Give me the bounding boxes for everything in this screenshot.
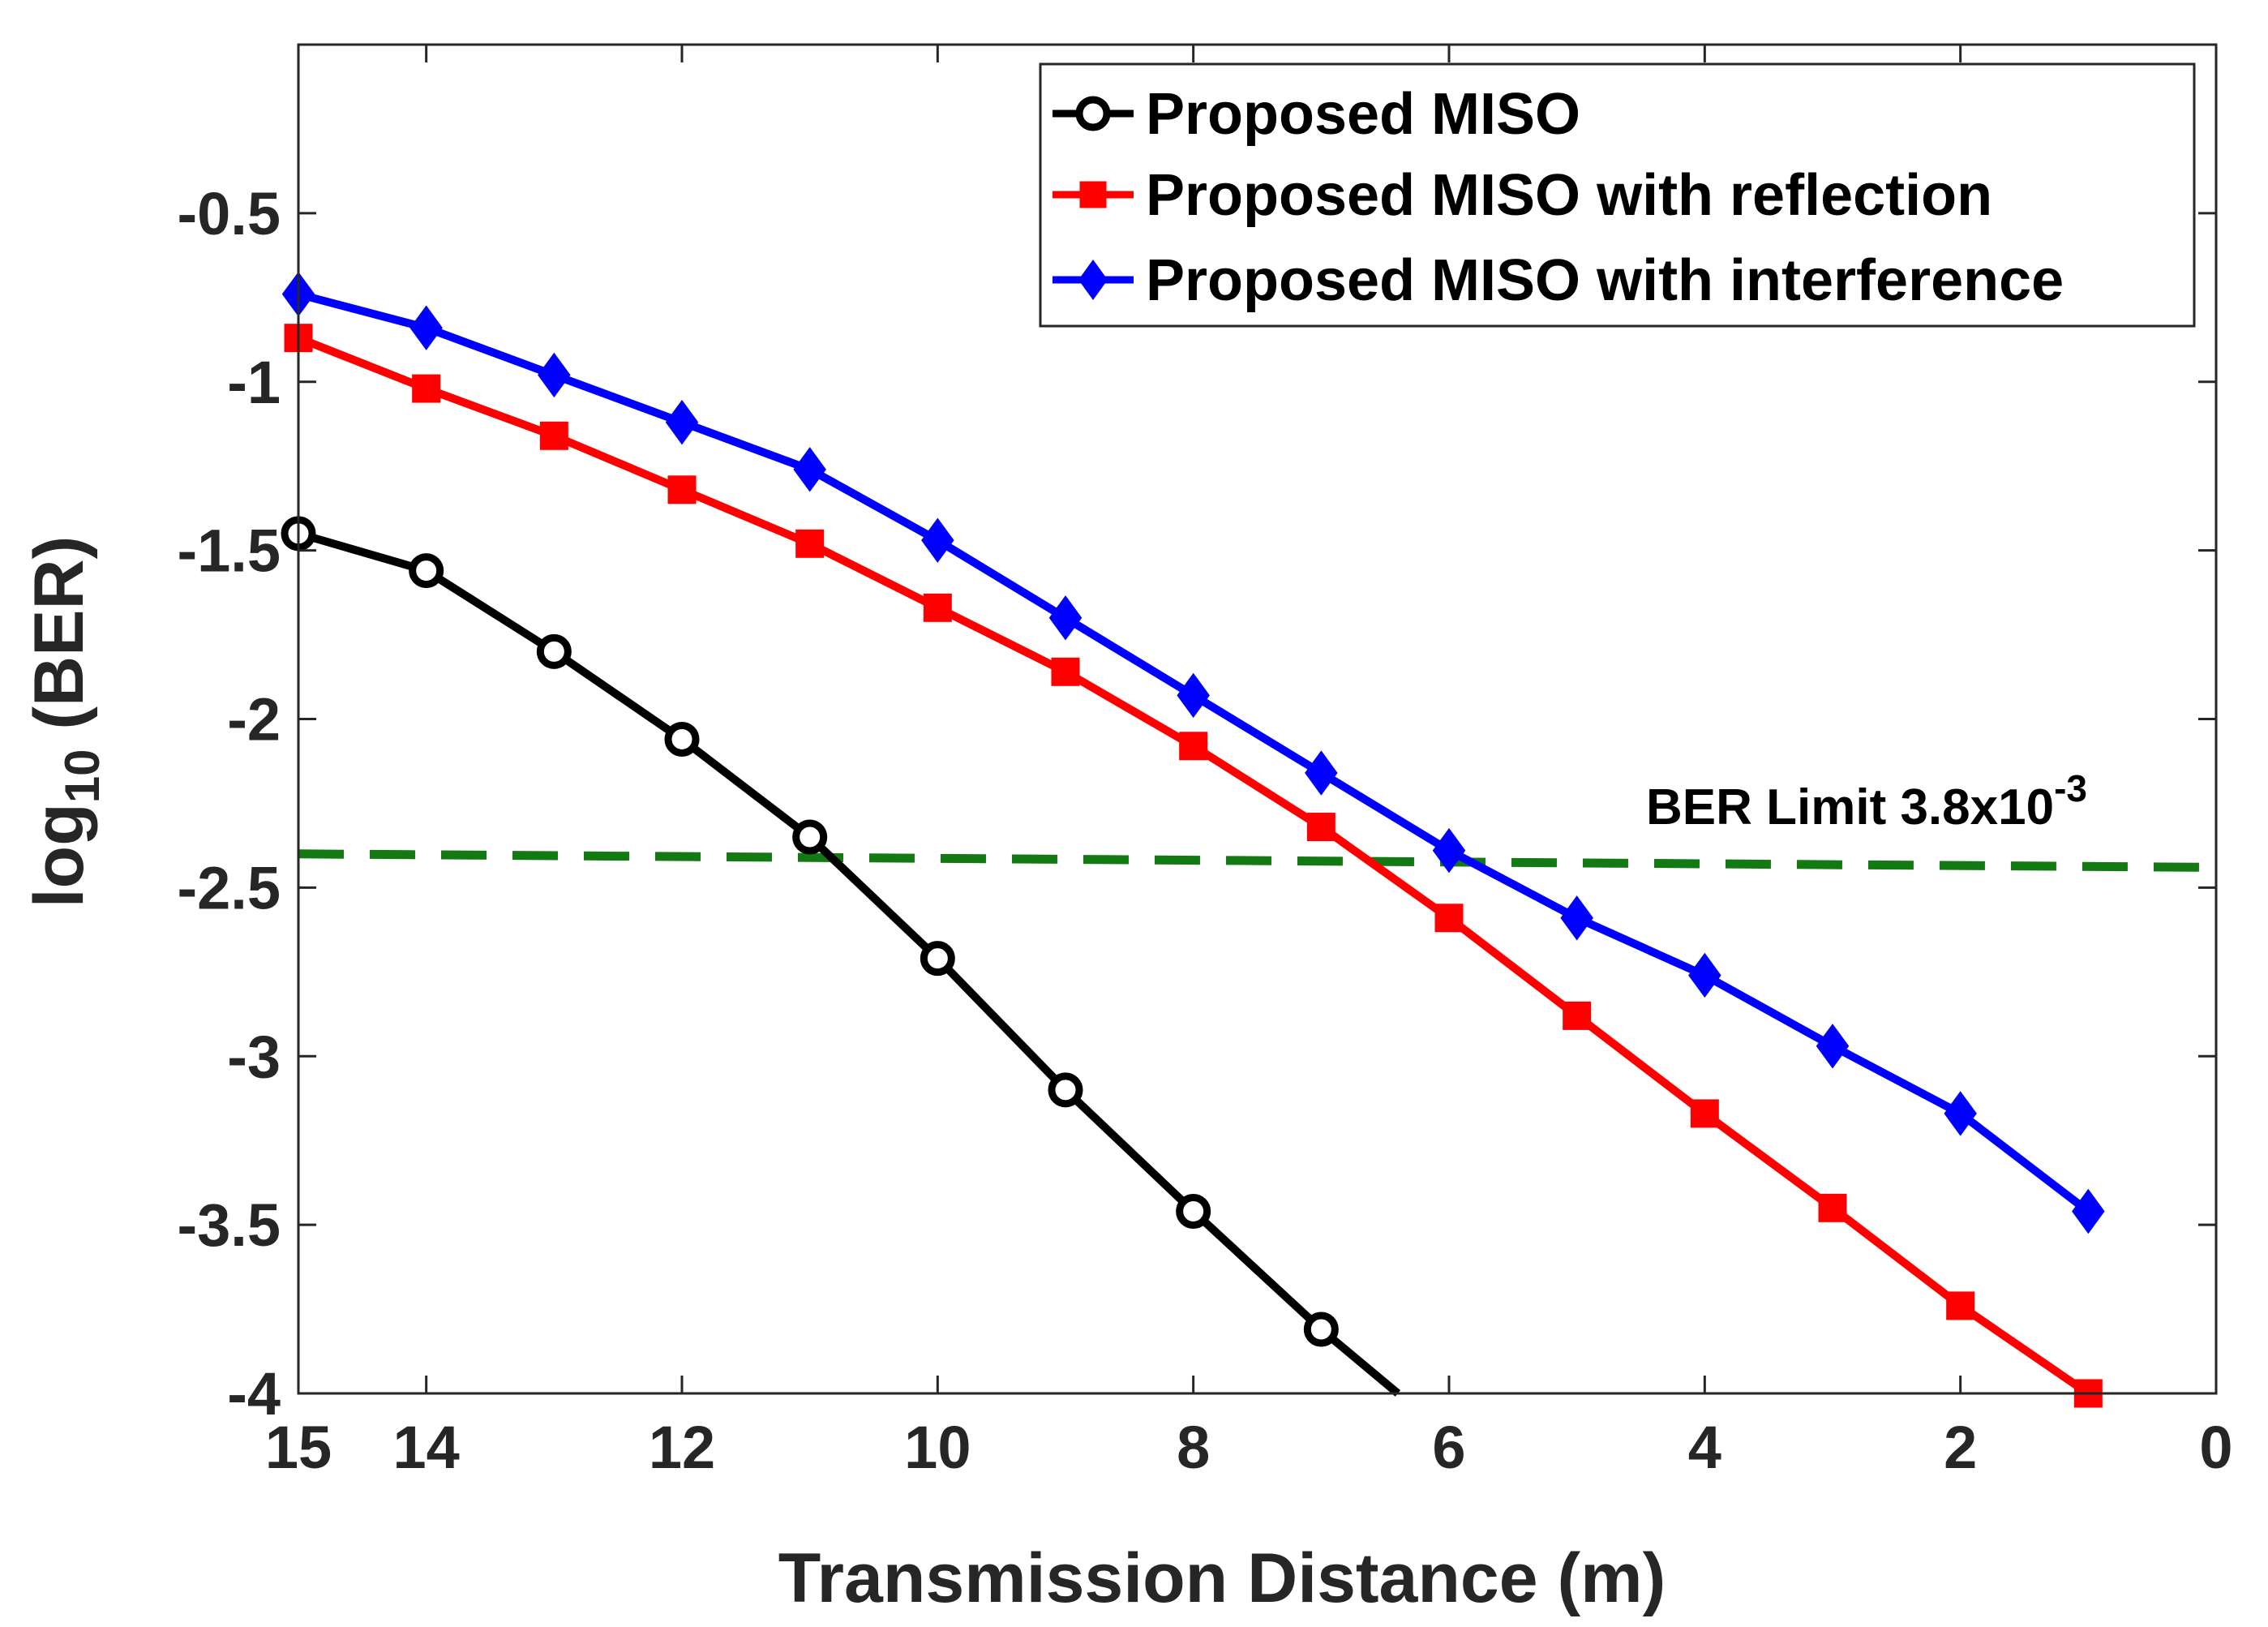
legend-label-interference: Proposed MISO with interference bbox=[1146, 248, 2064, 313]
ber-limit-exponent: -3 bbox=[2054, 767, 2087, 809]
data-point-s0-3 bbox=[664, 721, 700, 757]
x-tick-label-7: 2 bbox=[1944, 1414, 1977, 1481]
data-point-s2-10 bbox=[1560, 895, 1593, 941]
legend-marker-proposed-miso bbox=[1075, 96, 1111, 131]
data-point-s0-4 bbox=[792, 819, 828, 855]
data-point-s2-9 bbox=[1432, 827, 1466, 874]
data-point-s2-6 bbox=[1048, 595, 1083, 641]
data-point-s2-3 bbox=[665, 399, 699, 445]
data-point-s0-1 bbox=[409, 553, 444, 589]
reference-line-layer bbox=[298, 849, 2217, 872]
data-point-s0-6 bbox=[1048, 1072, 1083, 1108]
data-point-s1-5 bbox=[923, 593, 952, 622]
y-tick-label-1: -3.5 bbox=[177, 1191, 281, 1259]
data-point-s2-8 bbox=[1305, 750, 1338, 796]
legend-marker-interference bbox=[1078, 260, 1108, 300]
data-point-s2-7 bbox=[1177, 672, 1210, 719]
y-axis-title-ber: (BER) bbox=[20, 536, 98, 749]
x-tick-label-1: 14 bbox=[393, 1414, 460, 1481]
legend-label-proposed-miso: Proposed MISO bbox=[1146, 82, 1580, 147]
data-point-s0-2 bbox=[536, 633, 572, 669]
data-point-s2-1 bbox=[409, 305, 443, 350]
y-tick-label-5: -1.5 bbox=[177, 517, 281, 585]
y-tick-label-6: -1 bbox=[227, 349, 281, 416]
data-point-s1-2 bbox=[539, 421, 568, 450]
y-tick-label-4: -2 bbox=[227, 686, 281, 753]
x-tick-label-6: 4 bbox=[1688, 1414, 1721, 1481]
y-axis-title-log: log bbox=[20, 803, 98, 908]
series-group-2 bbox=[281, 271, 2105, 1234]
ber-limit-line bbox=[298, 849, 2217, 872]
y-tick-label-0: -4 bbox=[227, 1360, 281, 1427]
data-point-s1-4 bbox=[795, 529, 825, 558]
y-tick-label-3: -2.5 bbox=[177, 854, 281, 921]
data-point-s0-7 bbox=[1176, 1193, 1211, 1229]
data-point-s2-14 bbox=[2072, 1188, 2105, 1234]
data-point-s1-11 bbox=[1690, 1099, 1719, 1128]
legend: Proposed MISO Proposed MISO with reflect… bbox=[1039, 62, 2196, 328]
ticks-layer: 15 14 12 10 8 6 4 2 0 -4 -3.5 -3 -2.5 -2 -1.5 -1 -0.5 bbox=[177, 45, 2233, 1481]
data-point-s0-8 bbox=[1303, 1311, 1339, 1347]
x-tick-label-5: 6 bbox=[1432, 1414, 1465, 1481]
series-group-1 bbox=[284, 324, 2103, 1408]
y-tick-label-7: -0.5 bbox=[177, 180, 281, 247]
data-point-s2-13 bbox=[1944, 1091, 1977, 1136]
y-tick-label-2: -3 bbox=[227, 1023, 281, 1090]
data-point-s1-6 bbox=[1051, 657, 1080, 686]
data-point-s1-9 bbox=[1434, 904, 1464, 933]
data-point-s1-3 bbox=[667, 475, 697, 504]
x-tick-label-2: 12 bbox=[649, 1414, 715, 1481]
ber-limit-label: BER Limit 3.8x10 bbox=[1646, 779, 2054, 835]
data-point-s0-5 bbox=[920, 941, 955, 977]
y-axis-title: log10 (BER) bbox=[20, 536, 109, 908]
data-point-s1-13 bbox=[1946, 1291, 1975, 1320]
data-point-s1-7 bbox=[1179, 732, 1208, 761]
legend-box bbox=[1039, 62, 2196, 328]
data-point-s2-12 bbox=[1816, 1024, 1850, 1069]
x-axis-title: Transmission Distance (m) bbox=[778, 1539, 1666, 1617]
data-point-s2-11 bbox=[1688, 952, 1721, 998]
x-tick-label-4: 8 bbox=[1177, 1414, 1210, 1481]
data-point-s1-10 bbox=[1563, 1001, 1592, 1030]
x-tick-label-3: 10 bbox=[904, 1414, 971, 1481]
data-point-s1-8 bbox=[1306, 813, 1336, 842]
data-point-s2-2 bbox=[538, 352, 571, 398]
data-point-s1-12 bbox=[1818, 1193, 1847, 1222]
x-tick-label-8: 0 bbox=[2199, 1414, 2232, 1481]
series-layer bbox=[281, 271, 2105, 1408]
legend-label-reflection: Proposed MISO with reflection bbox=[1146, 163, 1992, 228]
legend-marker-reflection bbox=[1079, 181, 1107, 208]
data-point-s2-4 bbox=[793, 447, 826, 492]
y-axis-title-subscript: 10 bbox=[55, 749, 109, 804]
x-tick-label-0: 15 bbox=[265, 1414, 332, 1481]
series-line-0 bbox=[297, 529, 1401, 1397]
data-point-s2-5 bbox=[921, 517, 954, 563]
data-point-s1-1 bbox=[412, 374, 441, 403]
ber-limit-annotation: BER Limit 3.8x10-3 bbox=[1646, 767, 2087, 835]
